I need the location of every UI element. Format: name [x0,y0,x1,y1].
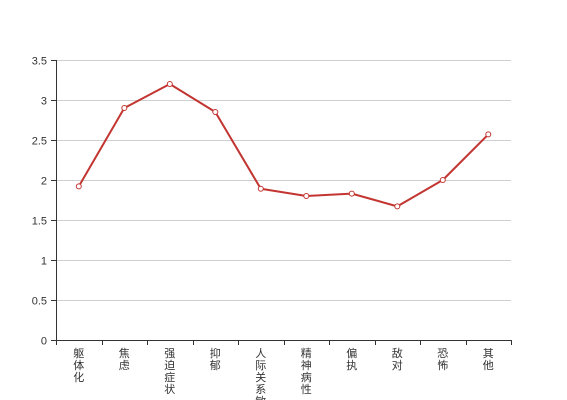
y-tick-label: 0 [41,336,47,348]
x-tick-label: 敌对 [392,346,403,372]
x-tick-label: 其他 [483,347,494,372]
data-point[interactable] [212,109,219,115]
y-tick-label: 0.5 [32,296,47,308]
y-tick-label: 3 [41,96,47,108]
data-point[interactable] [439,177,446,183]
y-tick-label: 2.5 [32,136,47,148]
data-point[interactable] [121,105,128,111]
data-point[interactable] [166,81,173,87]
y-axis: 0 0.5 1 1.5 2 2.5 3 3.5 [32,56,57,348]
x-tick-label: 精神病性 [301,347,312,396]
grid-layer [56,60,511,341]
x-tick-label: 抑郁 [210,346,221,372]
data-point[interactable] [348,190,355,197]
y-tick-label: 1.5 [32,216,47,228]
data-point[interactable] [303,193,310,199]
data-point[interactable] [257,185,264,192]
data-point[interactable] [394,203,401,210]
y-tick-label: 2 [41,176,47,188]
x-tick-label: 恐怖 [437,347,448,372]
x-tick-label: 躯体化 [73,347,84,384]
data-point[interactable] [75,183,82,190]
y-tick-label: 1 [41,256,47,268]
data-point[interactable] [485,131,492,138]
series-layer [75,81,492,210]
x-axis: 躯体化 焦虑 强迫症状 抑郁 人际关系敏感 精神病性 偏执 敌对 恐怖 其他 [56,340,512,400]
x-tick-label: 焦虑 [119,347,130,372]
y-tick-label: 3.5 [32,56,47,68]
series-line [77,83,490,208]
x-tick-label: 偏执 [346,346,357,372]
x-tick-label: 人际关系敏感 [255,347,266,400]
x-tick-label: 强迫症状 [164,347,175,396]
